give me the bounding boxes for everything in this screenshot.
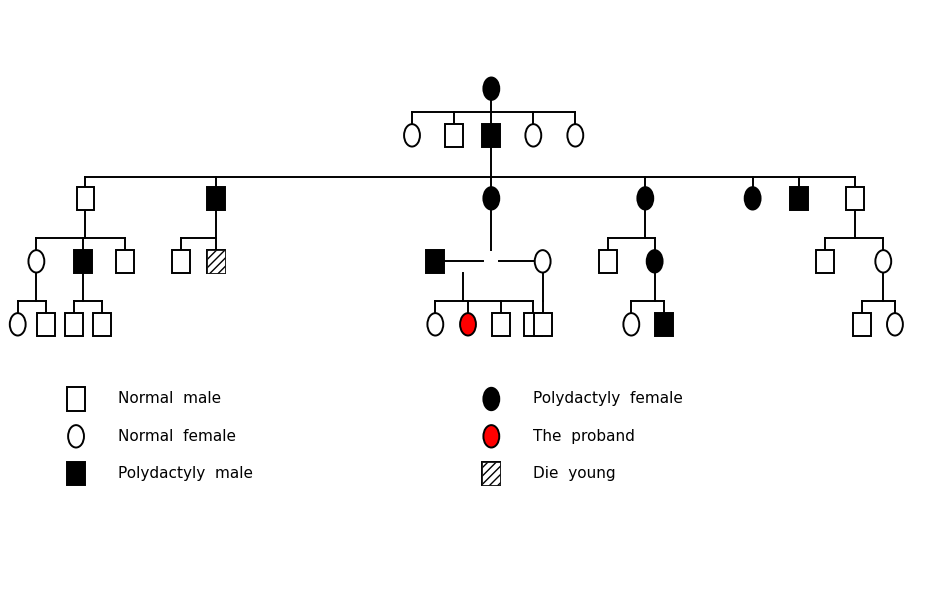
Ellipse shape bbox=[9, 313, 25, 335]
Text: The  proband: The proband bbox=[534, 429, 636, 444]
Bar bbox=[116, 250, 134, 273]
Bar bbox=[446, 123, 463, 147]
Ellipse shape bbox=[28, 250, 44, 273]
Bar bbox=[482, 462, 500, 485]
Bar bbox=[93, 312, 110, 336]
Ellipse shape bbox=[875, 250, 891, 273]
Ellipse shape bbox=[483, 425, 499, 447]
Ellipse shape bbox=[483, 187, 499, 209]
Text: Polydactyly  female: Polydactyly female bbox=[534, 391, 683, 406]
Bar bbox=[427, 250, 445, 273]
Bar bbox=[482, 123, 500, 147]
Bar bbox=[77, 187, 95, 210]
Bar bbox=[67, 462, 85, 485]
Bar bbox=[655, 312, 673, 336]
Bar bbox=[854, 312, 871, 336]
Ellipse shape bbox=[534, 250, 550, 273]
Bar bbox=[207, 250, 225, 273]
Ellipse shape bbox=[647, 250, 663, 273]
Bar bbox=[491, 312, 509, 336]
Text: Die  young: Die young bbox=[534, 466, 616, 481]
Ellipse shape bbox=[461, 313, 475, 335]
Text: Normal  female: Normal female bbox=[118, 429, 236, 444]
Bar bbox=[67, 387, 85, 411]
Text: Polydactyly  male: Polydactyly male bbox=[118, 466, 253, 481]
Text: Normal  male: Normal male bbox=[118, 391, 221, 406]
Bar bbox=[534, 312, 551, 336]
Bar bbox=[65, 312, 82, 336]
Bar bbox=[790, 187, 808, 210]
Bar bbox=[37, 312, 54, 336]
Ellipse shape bbox=[483, 388, 499, 410]
Bar bbox=[172, 250, 190, 273]
Bar bbox=[599, 250, 617, 273]
Bar bbox=[482, 462, 500, 485]
Bar bbox=[74, 250, 92, 273]
Ellipse shape bbox=[525, 124, 541, 146]
Ellipse shape bbox=[404, 124, 420, 146]
Bar bbox=[846, 187, 864, 210]
Ellipse shape bbox=[887, 313, 903, 335]
Bar bbox=[524, 312, 542, 336]
Ellipse shape bbox=[483, 78, 499, 100]
Ellipse shape bbox=[745, 187, 761, 209]
Ellipse shape bbox=[623, 313, 639, 335]
Ellipse shape bbox=[428, 313, 444, 335]
Ellipse shape bbox=[637, 187, 653, 209]
Bar bbox=[816, 250, 834, 273]
Bar bbox=[207, 250, 225, 273]
Bar bbox=[207, 187, 225, 210]
Ellipse shape bbox=[68, 425, 84, 447]
Ellipse shape bbox=[567, 124, 583, 146]
